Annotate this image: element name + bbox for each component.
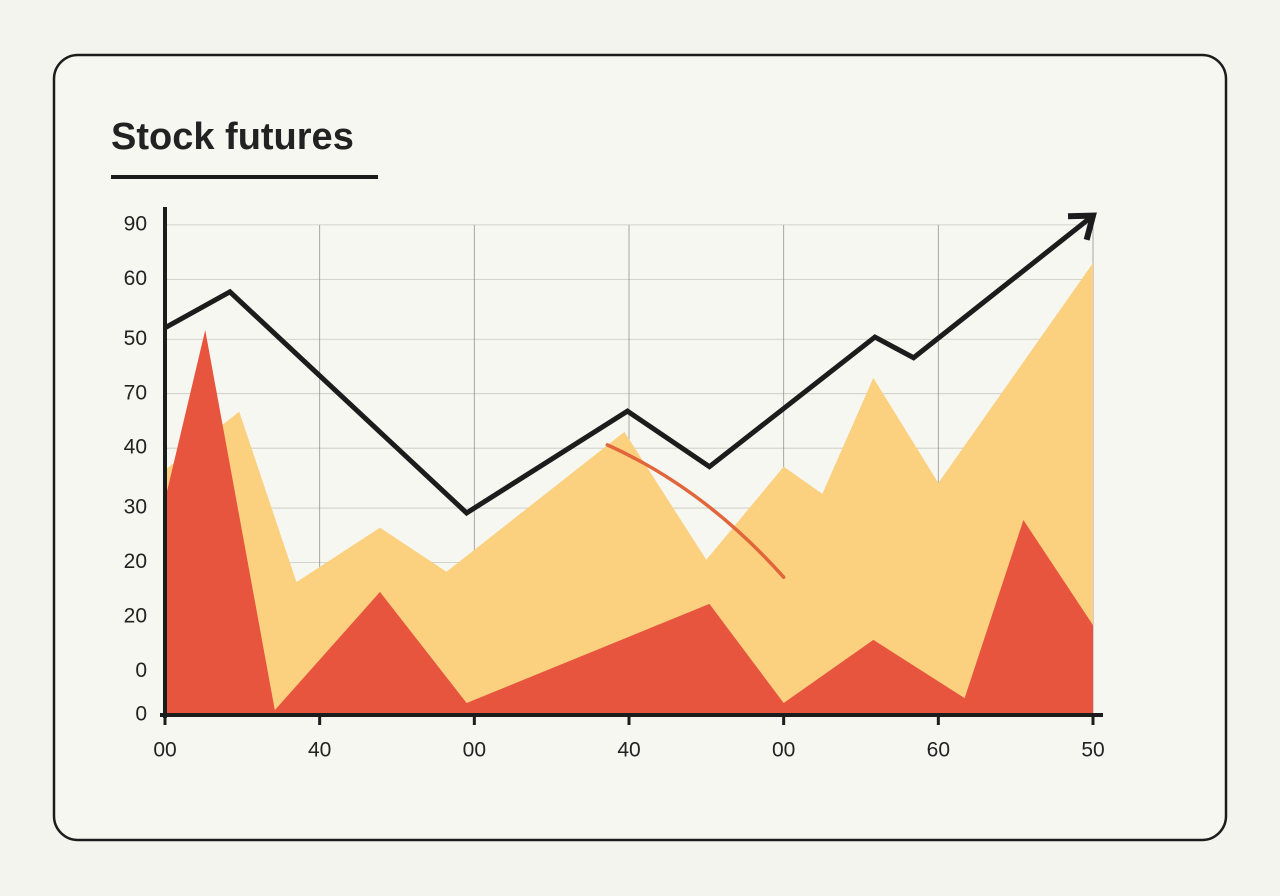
- trend-curve: [605, 443, 786, 579]
- y-tick-label: 40: [124, 436, 147, 459]
- chart-title: Stock futures: [111, 116, 354, 158]
- y-tick-label: 0: [135, 703, 147, 726]
- y-tick-label: 50: [124, 327, 147, 350]
- x-tick-label: 40: [308, 739, 331, 762]
- y-tick-label: 70: [124, 381, 147, 404]
- x-tick-label: 00: [772, 739, 795, 762]
- x-tick-label: 00: [153, 739, 176, 762]
- y-tick-label: 20: [124, 605, 147, 628]
- y-tick-label: 20: [124, 550, 147, 573]
- y-tick-label: 30: [124, 496, 147, 519]
- area: [165, 263, 1093, 715]
- x-tick-label: 50: [1081, 739, 1104, 762]
- x-tick-label: 40: [617, 739, 640, 762]
- y-tick-label: 60: [124, 267, 147, 290]
- y-tick-label: 0: [135, 659, 147, 682]
- area: [165, 329, 1093, 715]
- x-tick-label: 00: [463, 739, 486, 762]
- y-tick-label: 90: [124, 212, 147, 235]
- x-tick-label: 60: [927, 739, 950, 762]
- line: [163, 212, 1097, 517]
